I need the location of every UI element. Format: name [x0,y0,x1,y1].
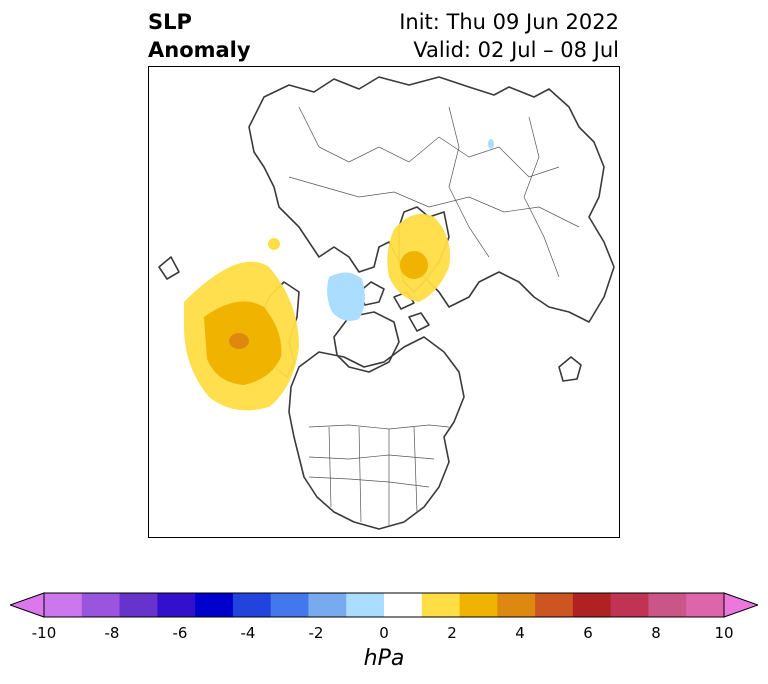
border-line-6 [308,454,435,460]
pacific-island [158,256,180,280]
colorbar-cell [232,593,272,617]
colorbar-tick-label: -6 [172,624,188,642]
colorbar-cell [270,593,309,617]
border-line-1 [298,106,560,178]
anomaly-negative-arctic [327,139,494,321]
colorbar [10,592,758,618]
colorbar-cell [346,593,385,617]
colorbar-cell [648,593,687,617]
colorbar-cells [44,593,725,617]
anomaly-pacific [184,261,299,411]
greenland-coast [333,311,400,373]
anomaly-pacific-4hpa [229,333,249,349]
colorbar-cell [535,593,574,617]
colorbar-tick-label: -8 [104,624,120,642]
colorbar-tick-label: 2 [447,624,457,642]
border-line-2 [288,176,580,228]
border-line-4 [523,116,560,278]
colorbar-tick-label: -4 [240,624,256,642]
title-left: SLP Anomaly [148,8,251,64]
colorbar-tick-label: 0 [379,624,389,642]
border-line-3 [448,106,490,258]
north-america-coast [288,336,465,530]
colorbar-cell [459,593,498,617]
colorbar-cell [497,593,536,617]
anomaly-barents [387,213,450,302]
colorbar-tick-label: 4 [515,624,525,642]
colorbar-cell [119,593,158,617]
colorbar-cell [157,593,196,617]
map-svg [158,76,615,530]
colorbar-cell [572,593,612,617]
colorbar-cell [384,593,423,617]
anomaly-small-positive [268,238,280,250]
colorbar-under-arrow [10,592,45,618]
colorbar-tick-label: 6 [583,624,593,642]
colorbar-tick-label: -2 [308,624,324,642]
colorbar-frame [43,592,725,618]
title-type: Anomaly [148,38,251,62]
colorbar-cell [686,593,725,617]
borders [288,106,580,527]
border-line-8 [308,476,430,488]
colorbar-tick-label: -10 [31,624,57,642]
arctic-island-3 [408,312,430,332]
anomaly-arctic-neg [327,272,365,321]
border-line-7 [328,426,418,527]
colorbar-cell [610,593,649,617]
valid-range: Valid: 02 Jul – 08 Jul [413,38,619,62]
anomaly-siberia-neg [488,139,494,149]
colorbar-cell [44,593,83,617]
colorbar-cell [308,593,347,617]
anomaly-barents-3hpa [400,251,428,279]
eurasia-coast [248,76,615,323]
border-line-5 [308,424,450,430]
colorbar-cell [195,593,234,617]
map-panel [148,66,620,538]
init-date: Init: Thu 09 Jun 2022 [399,10,619,34]
title-right: Init: Thu 09 Jun 2022 Valid: 02 Jul – 08… [399,8,619,64]
anomaly-small-1 [268,238,280,250]
colorbar-unit-label: hPa [363,646,405,671]
title-variable: SLP [148,10,192,34]
colorbar-over-arrow [723,592,758,618]
iceland-coast [558,356,582,382]
colorbar-cell [421,593,461,617]
colorbar-cell [81,593,121,617]
colorbar-tick-label: 8 [651,624,661,642]
colorbar-tick-label: 10 [714,624,734,642]
